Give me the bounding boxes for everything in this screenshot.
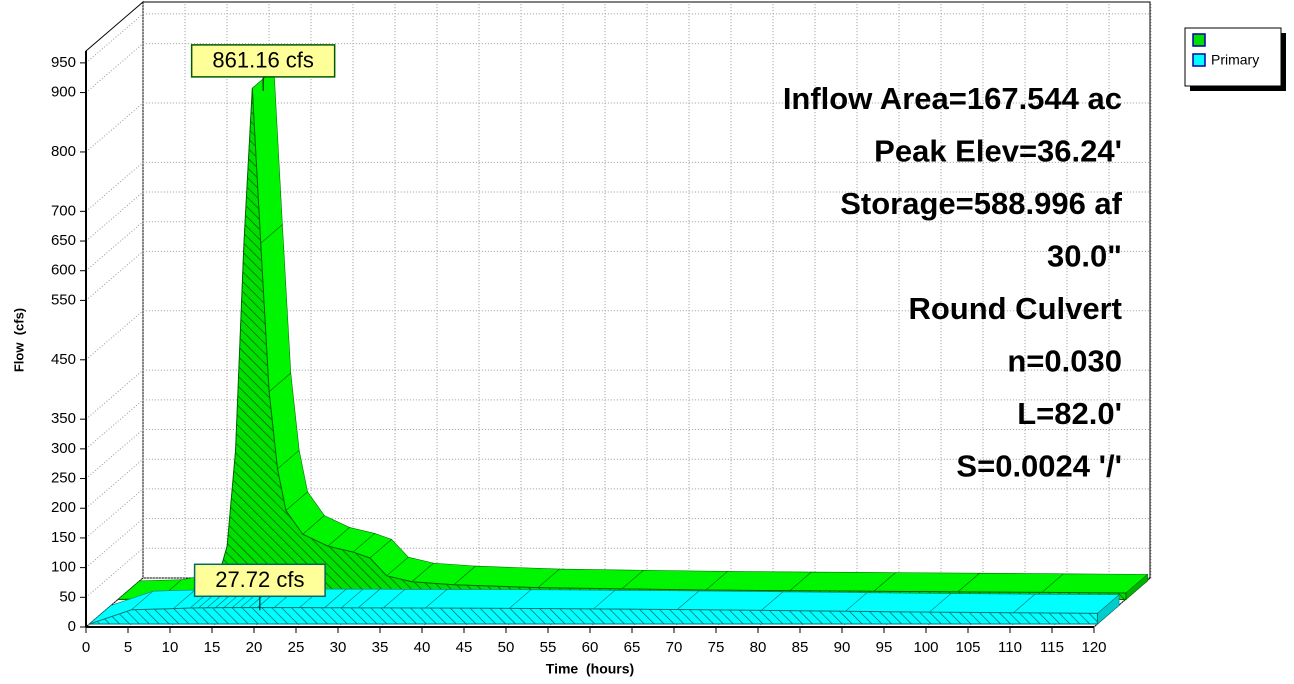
grid-line	[85, 518, 1150, 568]
y-tick-label: 0	[68, 618, 76, 635]
x-axis-title: Time (hours)	[546, 661, 634, 677]
annotation: Inflow Area=167.544 ac	[783, 81, 1122, 116]
x-tick-label: 75	[708, 639, 725, 656]
y-tick-label: 100	[51, 559, 76, 576]
x-tick-label: 20	[246, 639, 263, 656]
grid-line	[85, 399, 1150, 450]
x-tick-label: 90	[834, 639, 851, 656]
y-tick-label: 250	[51, 470, 76, 487]
grid-line	[85, 429, 1150, 479]
grid-line	[85, 458, 1150, 509]
x-tick-label: 110	[998, 639, 1022, 656]
y-tick-label: 900	[51, 84, 76, 101]
value-label-box	[193, 563, 326, 598]
y-axis-title: Flow (cfs)	[11, 308, 26, 372]
y-tick-label: 800	[51, 143, 76, 160]
legend-label: Primary	[1211, 52, 1259, 68]
x-tick-label: 55	[540, 639, 557, 656]
grid-line	[85, 102, 1150, 153]
x-tick-label: 10	[162, 639, 179, 656]
grid-line	[85, 250, 1150, 301]
y-tick-label: 600	[51, 262, 76, 279]
annotation: Round Culvert	[908, 291, 1122, 326]
x-tick-label: 70	[666, 639, 683, 656]
x-tick-label: 80	[750, 639, 767, 656]
x-tick-label: 15	[204, 639, 221, 656]
grid-line	[85, 369, 1150, 420]
x-tick-label: 95	[876, 639, 893, 656]
x-tick-label: 120	[1081, 639, 1106, 656]
legend-swatch	[1192, 53, 1206, 67]
x-tick-label: 0	[82, 639, 90, 656]
annotation: 30.0"	[1047, 239, 1122, 274]
grid-line	[85, 488, 1150, 539]
x-tick-label: 105	[955, 639, 980, 656]
y-tick-label: 150	[51, 529, 76, 546]
x-tick-label: 35	[372, 639, 389, 656]
y-tick-label: 300	[51, 440, 76, 457]
annotation: L=82.0'	[1017, 396, 1122, 431]
grid-line	[85, 191, 1150, 242]
grid-line	[127, 2, 186, 628]
x-tick-label: 25	[288, 639, 305, 656]
x-tick-label: 45	[456, 639, 473, 656]
x-tick-label: 100	[913, 639, 938, 656]
grid-line	[85, 2, 144, 628]
value-label: 27.72 cfs	[215, 567, 304, 592]
annotation: Peak Elev=36.24'	[874, 134, 1122, 169]
value-label: 861.16 cfs	[212, 48, 314, 73]
x-tick-label: 5	[124, 639, 132, 656]
value-label-box	[190, 44, 336, 78]
x-tick-label: 115	[1040, 639, 1064, 656]
grid-line	[1093, 2, 1152, 628]
area	[89, 607, 1098, 625]
y-tick-label: 550	[51, 291, 76, 308]
y-tick-label: 50	[59, 588, 76, 605]
y-tick-label: 950	[51, 54, 76, 71]
side-wall	[85, 0, 144, 629]
x-tick-label: 85	[792, 639, 809, 656]
y-tick-label: 450	[51, 351, 76, 368]
annotation: Storage=588.996 af	[840, 186, 1122, 221]
x-tick-label: 50	[498, 639, 515, 656]
grid-line	[85, 547, 1150, 598]
x-tick-label: 40	[414, 639, 431, 656]
y-tick-label: 650	[51, 232, 76, 249]
y-tick-label: 700	[51, 202, 76, 219]
legend-swatch	[1192, 33, 1206, 47]
x-tick-label: 30	[330, 639, 347, 656]
grid-line	[85, 161, 1150, 212]
annotation: S=0.0024 '/'	[956, 449, 1122, 484]
y-tick-label: 350	[51, 410, 76, 427]
x-tick-label: 60	[582, 639, 599, 656]
area	[117, 88, 1127, 601]
grid-line	[85, 221, 1150, 272]
x-tick-label: 65	[624, 639, 641, 656]
y-tick-label: 200	[51, 499, 76, 516]
annotation: n=0.030	[1007, 344, 1122, 379]
